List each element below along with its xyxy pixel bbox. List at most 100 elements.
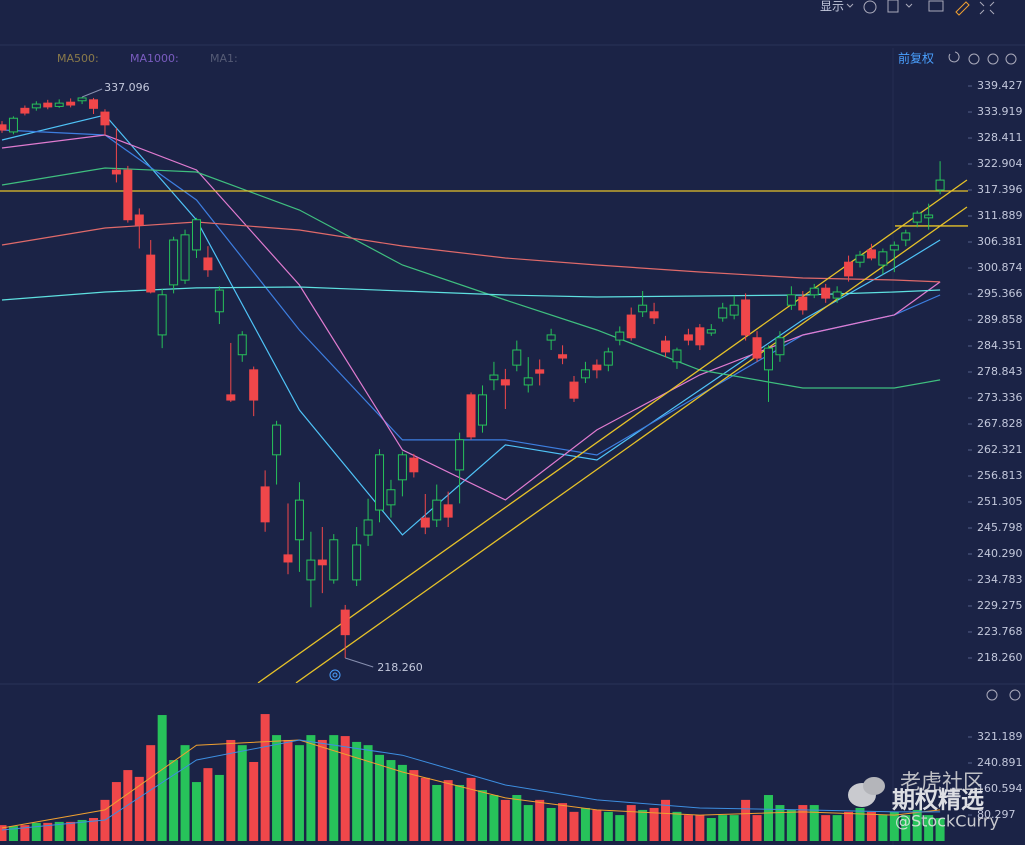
adjust-label[interactable]: 前复权 <box>898 51 934 66</box>
y-tick-label: 278.843 <box>977 365 1023 378</box>
layout-icon[interactable] <box>887 0 899 13</box>
settings-icon[interactable] <box>863 0 877 14</box>
candle-body <box>775 337 785 356</box>
volume-bar <box>558 803 568 841</box>
volume-bar <box>672 811 682 841</box>
volume-bar <box>134 776 144 841</box>
indicator-settings-icon[interactable] <box>1005 53 1017 65</box>
close-icon[interactable] <box>986 689 998 701</box>
reset-icon[interactable] <box>948 51 960 63</box>
volume-bar <box>706 818 716 841</box>
y-tick-label: 333.919 <box>977 105 1023 118</box>
volume-bar <box>432 784 442 841</box>
volume-bar <box>191 782 201 841</box>
candle-body <box>512 349 522 366</box>
wechat-icon <box>863 777 885 795</box>
volume-bar <box>455 784 465 841</box>
candle-body <box>0 124 7 131</box>
volume-tick-label: 160.594 <box>977 782 1023 795</box>
volume-bar <box>603 811 613 841</box>
candle-body <box>20 107 30 114</box>
candle-body <box>31 103 41 109</box>
candle-body <box>249 369 259 401</box>
candle-body <box>683 334 693 341</box>
volume-bar <box>580 807 590 841</box>
zoom-in-icon[interactable] <box>987 53 999 65</box>
candle-body <box>580 369 590 379</box>
volume-bar <box>409 770 419 841</box>
candle-body <box>363 519 373 536</box>
volume-bar <box>386 760 396 841</box>
display-menu[interactable]: 显示 <box>820 0 844 14</box>
candle-body <box>615 331 625 341</box>
volume-bar <box>500 799 510 841</box>
volume-bar <box>214 774 224 841</box>
candle-body <box>729 304 739 316</box>
y-tick-label: 234.783 <box>977 573 1023 586</box>
candle-body <box>329 539 339 581</box>
volume-bar <box>832 815 842 841</box>
volume-bar <box>443 780 453 841</box>
volume-bar <box>809 805 819 841</box>
volume-bar <box>569 811 579 841</box>
volume-bar <box>420 777 430 841</box>
candle-body <box>546 334 556 341</box>
volume-tick-label: 321.189 <box>977 730 1023 743</box>
volume-bar <box>340 736 350 841</box>
settings-icon[interactable] <box>1009 689 1021 701</box>
axes: 339.427 333.919 328.411 322.904 317.396 311.8… <box>81 79 1023 821</box>
candle-body <box>203 257 213 271</box>
volume-tick-label: 240.891 <box>977 756 1023 769</box>
candle-body <box>89 99 99 109</box>
draw-icon[interactable] <box>955 1 970 16</box>
candle-body <box>500 379 510 386</box>
volume-bar <box>889 811 899 841</box>
y-tick-label: 267.828 <box>977 417 1023 430</box>
candle-body <box>294 499 304 541</box>
volume-bar <box>741 799 751 841</box>
volume-bar <box>8 826 18 841</box>
candle-body <box>763 347 773 371</box>
locate-icon[interactable] <box>329 669 341 681</box>
price-panel <box>0 97 968 683</box>
volume-bar <box>855 807 865 841</box>
y-tick-label: 289.858 <box>977 313 1023 326</box>
candle-body <box>375 454 385 511</box>
candle-body <box>455 439 465 471</box>
camera-icon[interactable] <box>928 0 944 12</box>
volume-bar <box>226 739 236 841</box>
layout-dropdown[interactable] <box>905 3 913 8</box>
dropdown-icon[interactable] <box>846 3 854 8</box>
volume-bar <box>615 815 625 841</box>
zoom-out-icon[interactable] <box>968 53 980 65</box>
volume-bar <box>535 799 545 841</box>
y-tick-label: 218.260 <box>977 651 1023 664</box>
volume-bar <box>546 807 556 841</box>
volume-bar <box>329 735 339 841</box>
candle-body <box>603 351 613 366</box>
candle-body <box>786 294 796 306</box>
volume-bar <box>866 811 876 841</box>
volume-bar <box>477 790 487 841</box>
candle-body <box>489 374 499 381</box>
candle-body <box>535 369 545 374</box>
candle-body <box>672 349 682 363</box>
trend-line <box>295 206 968 683</box>
fullscreen-icon[interactable] <box>979 1 995 15</box>
y-tick-label: 251.305 <box>977 495 1023 508</box>
candle-body <box>855 254 865 263</box>
candle-body <box>649 311 659 319</box>
candle-body <box>54 102 64 107</box>
watermark-text: 老虎社区 <box>900 770 984 794</box>
candle-body <box>169 239 179 286</box>
volume-bar <box>294 745 304 841</box>
candle-body <box>100 111 110 126</box>
watermark-text: @StockCurry <box>895 812 999 831</box>
candle-body <box>340 609 350 636</box>
volume-bar <box>203 768 213 841</box>
candle-body <box>695 327 705 346</box>
candle-body <box>706 329 716 334</box>
volume-bar <box>626 805 636 841</box>
